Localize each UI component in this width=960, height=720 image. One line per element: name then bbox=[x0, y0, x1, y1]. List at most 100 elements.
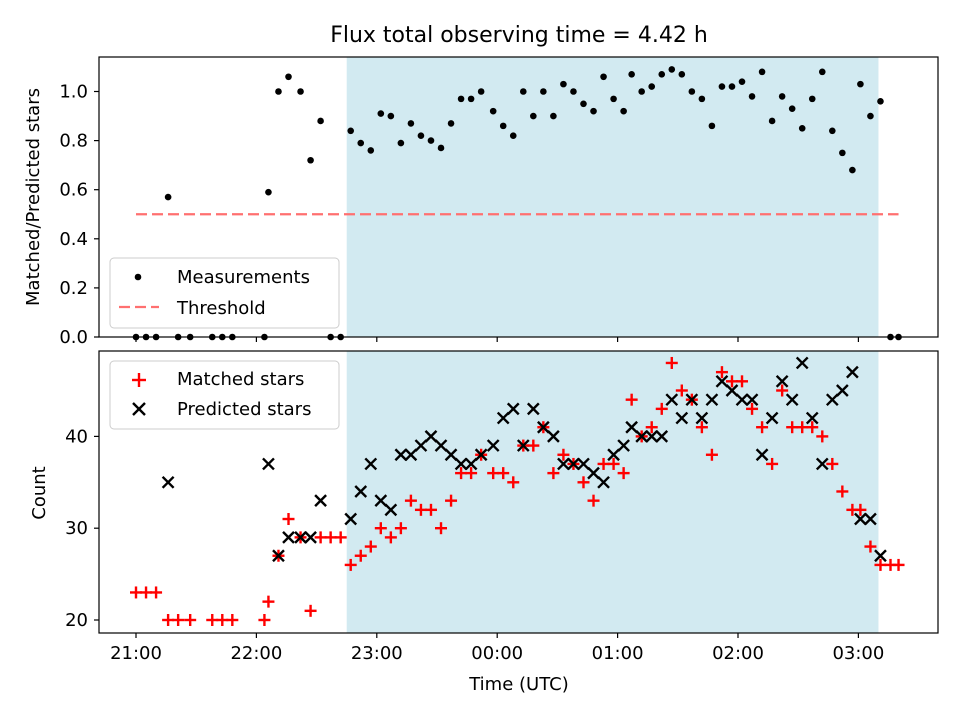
predicted-star-point bbox=[414, 439, 428, 452]
bottom-x-axis: 21:00 22:00 23:00 00:00 01:00 02:00 03:00 bbox=[110, 633, 884, 664]
measurement-point bbox=[678, 71, 686, 78]
predicted-star-point bbox=[655, 430, 669, 443]
measurement-point bbox=[357, 139, 365, 147]
measurement-point bbox=[387, 112, 395, 120]
matched-star-point bbox=[547, 467, 560, 480]
legend-measurements-label: Measurements bbox=[177, 267, 310, 288]
bottom-panel: 20 30 40 21:00 22:00 23:00 00:00 01:00 02:00 03:… bbox=[29, 350, 939, 695]
measurement-point bbox=[580, 100, 587, 108]
bottom-y-axis-label: Count bbox=[29, 466, 50, 519]
predicted-star-point bbox=[344, 512, 358, 526]
predicted-star-point bbox=[765, 411, 779, 425]
predicted-star-point bbox=[725, 384, 739, 397]
measurement-point bbox=[509, 132, 517, 139]
predicted-star-point bbox=[577, 457, 590, 471]
matched-star-point bbox=[172, 614, 185, 626]
predicted-star-point bbox=[864, 512, 877, 526]
matched-star-point bbox=[557, 448, 570, 461]
matched-star-point bbox=[705, 448, 718, 461]
legend-threshold-label: Threshold bbox=[176, 298, 266, 319]
predicted-star-point bbox=[434, 439, 448, 452]
predicted-star-point bbox=[516, 439, 530, 452]
measurement-point bbox=[778, 93, 786, 100]
measurement-point bbox=[307, 156, 314, 164]
predicted-star-point bbox=[685, 393, 699, 407]
measurement-point bbox=[437, 144, 445, 152]
measurement-point bbox=[758, 68, 766, 76]
top-legend: Measurements Threshold bbox=[109, 257, 340, 329]
matched-star-point bbox=[675, 384, 688, 397]
predicted-star-point bbox=[846, 365, 859, 379]
bottom-y-tick-label: 30 bbox=[65, 518, 88, 539]
predicted-star-point bbox=[587, 466, 600, 480]
measurement-point bbox=[600, 73, 607, 81]
predicted-star-point bbox=[394, 448, 408, 462]
predicted-star-point bbox=[547, 430, 560, 443]
measurement-point bbox=[530, 112, 537, 120]
matched-star-point bbox=[507, 476, 520, 489]
matched-star-point bbox=[262, 595, 275, 608]
measurement-point bbox=[540, 88, 547, 95]
predicted-star-point bbox=[364, 457, 378, 471]
measurement-point bbox=[708, 122, 716, 130]
predicted-star-point bbox=[454, 457, 468, 471]
matched-star-point bbox=[836, 485, 849, 498]
bottom-legend-box bbox=[109, 360, 340, 430]
legend-predicted-marker bbox=[132, 402, 146, 416]
predicted-star-point bbox=[755, 448, 769, 462]
matched-star-point bbox=[130, 586, 142, 599]
matched-star-point bbox=[587, 494, 600, 507]
matched-star-point bbox=[258, 614, 271, 626]
matched-star-point bbox=[597, 457, 610, 470]
measurement-point bbox=[798, 125, 806, 132]
x-tick-label: 03:00 bbox=[832, 643, 884, 664]
measurement-point bbox=[818, 68, 826, 76]
measurement-point bbox=[788, 105, 796, 112]
matched-star-point bbox=[645, 421, 658, 434]
matched-star-point bbox=[625, 393, 638, 406]
legend-matched-label: Matched stars bbox=[177, 369, 304, 390]
x-tick-label: 23:00 bbox=[351, 643, 403, 664]
predicted-star-point bbox=[314, 494, 327, 508]
measurement-point bbox=[620, 107, 627, 115]
matched-star-point bbox=[216, 614, 229, 626]
matched-star-point bbox=[816, 430, 829, 443]
legend-predicted-label: Predicted stars bbox=[177, 399, 311, 420]
predicted-star-point bbox=[825, 393, 839, 407]
matched-star-point bbox=[435, 522, 448, 535]
predicted-star-point bbox=[304, 531, 317, 544]
matched-star-point bbox=[665, 356, 678, 369]
matched-star-point bbox=[736, 375, 749, 388]
matched-star-point bbox=[725, 375, 738, 388]
predicted-star-point bbox=[282, 531, 295, 544]
predicted-star-point bbox=[715, 374, 729, 388]
x-axis-label: Time (UTC) bbox=[468, 674, 569, 695]
predicted-star-point bbox=[675, 411, 689, 425]
matched-star-point bbox=[354, 549, 367, 562]
measurement-point bbox=[427, 137, 435, 144]
observing-interval-shade-bottom bbox=[346, 351, 879, 633]
predicted-star-point bbox=[424, 430, 438, 443]
predicted-star-point bbox=[404, 448, 418, 462]
measurement-point bbox=[648, 83, 656, 90]
predicted-star-point bbox=[374, 494, 388, 508]
top-panel: 0.0 0.2 0.4 0.6 0.8 1.0 Matched/Predicted sta… bbox=[23, 56, 939, 348]
matched-star-point bbox=[364, 540, 377, 553]
measurement-point bbox=[829, 127, 836, 135]
measurement-point bbox=[849, 166, 856, 174]
matched-star-point bbox=[786, 421, 799, 434]
predicted-star-point bbox=[874, 549, 887, 563]
measurement-point bbox=[397, 139, 405, 147]
measurement-point bbox=[877, 98, 884, 105]
measurement-point bbox=[519, 88, 527, 95]
matched-star-point bbox=[756, 421, 769, 434]
bottom-y-tick-label: 40 bbox=[65, 426, 88, 447]
matched-star-point bbox=[746, 402, 759, 415]
matched-star-point bbox=[344, 558, 357, 571]
predicted-star-point bbox=[805, 411, 819, 425]
measurement-point bbox=[317, 117, 324, 125]
matched-star-point bbox=[324, 531, 337, 544]
matched-star-point bbox=[826, 457, 839, 470]
predicted-star-point bbox=[854, 512, 867, 526]
matched-star-point bbox=[140, 586, 153, 599]
